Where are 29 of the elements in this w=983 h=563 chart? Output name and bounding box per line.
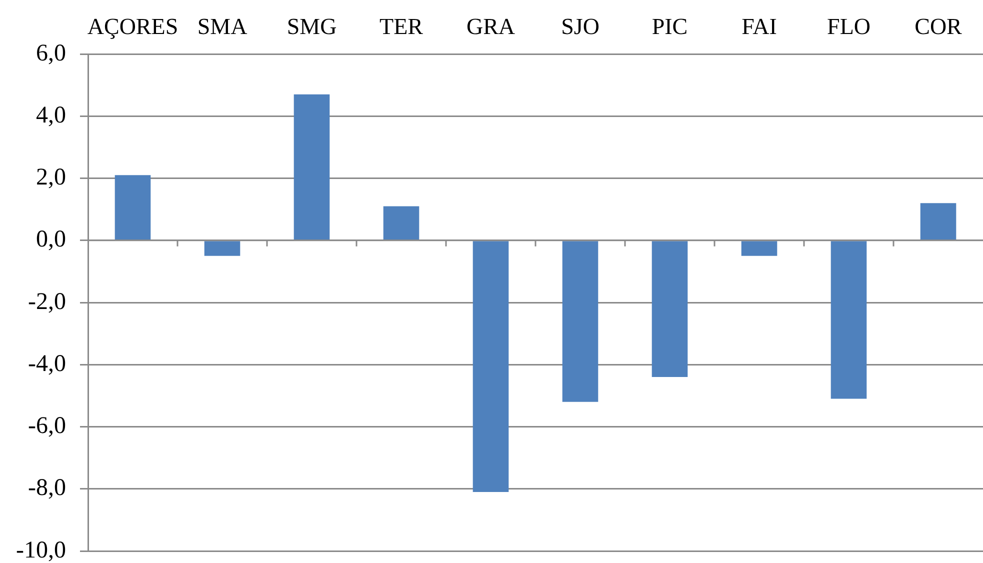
- x-tick-label: SMA: [197, 14, 248, 40]
- x-tick-label: SJO: [561, 14, 600, 40]
- x-tick-label: SMG: [286, 14, 337, 40]
- x-tick-label: TER: [380, 14, 424, 40]
- bar: [294, 94, 330, 240]
- x-tick-label: GRA: [466, 14, 516, 40]
- y-tick-label: 0,0: [36, 226, 66, 253]
- bar: [562, 241, 598, 402]
- bar: [830, 241, 867, 399]
- y-tick-label: 4,0: [36, 102, 66, 128]
- y-tick-label: -2,0: [28, 288, 66, 315]
- y-tick-label: -6,0: [28, 413, 66, 440]
- x-tick-label: AÇORES: [87, 14, 178, 40]
- y-tick-label: -10,0: [16, 537, 66, 563]
- y-tick-label: -4,0: [28, 350, 66, 377]
- y-tick-label: 6,0: [36, 40, 66, 66]
- x-tick-label: FAI: [742, 14, 777, 40]
- x-tick-label: COR: [914, 14, 963, 40]
- bar: [114, 175, 151, 240]
- bar: [204, 241, 240, 256]
- x-tick-label: FLO: [827, 14, 870, 40]
- bar: [472, 241, 509, 492]
- y-tick-label: 2,0: [36, 164, 66, 191]
- x-tick-label: PIC: [652, 14, 688, 40]
- bar: [741, 241, 778, 256]
- bar: [652, 241, 688, 378]
- y-tick-label: -8,0: [28, 475, 66, 502]
- bar: [920, 203, 956, 240]
- bar: [383, 206, 420, 240]
